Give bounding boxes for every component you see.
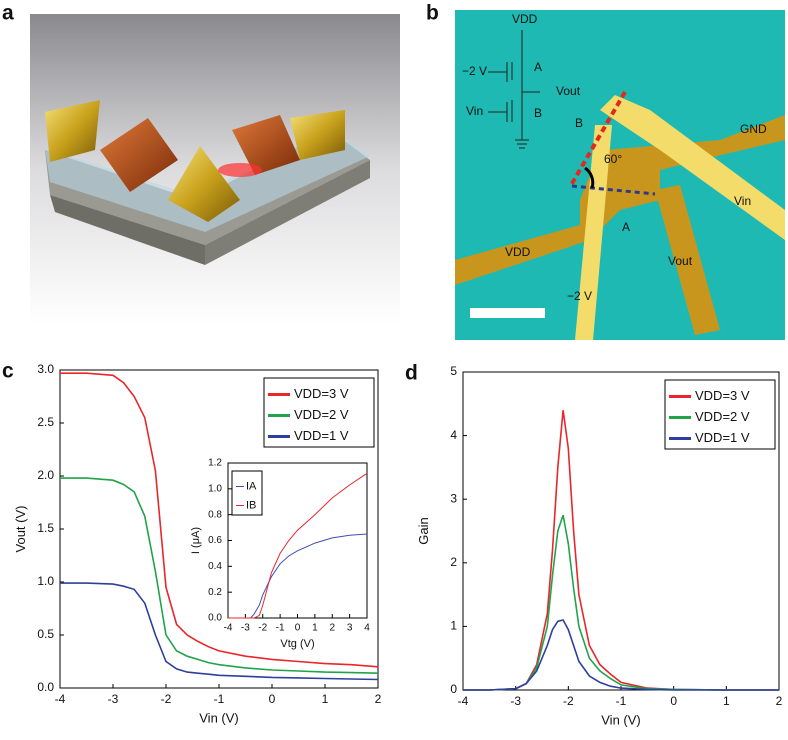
x-tick-label: 4 — [364, 623, 370, 634]
micrograph-label: −2 V — [462, 64, 487, 78]
x-tick-label: -2 — [563, 694, 574, 708]
x-tick-label: -3 — [108, 692, 119, 706]
legend-label: VDD=2 V — [695, 409, 750, 424]
micrograph-label: VDD — [505, 245, 531, 259]
legend-label: VDD=1 V — [294, 428, 349, 443]
plot-frame — [59, 369, 379, 689]
y-tick-label: 0 — [450, 682, 457, 696]
x-tick-label: 1 — [723, 694, 730, 708]
x-tick-label: 2 — [776, 694, 783, 708]
x-tick-label: -2 — [161, 692, 172, 706]
x-tick-label: -4 — [224, 623, 233, 634]
data-line — [228, 472, 368, 619]
y-tick-label: 3 — [450, 491, 457, 505]
micrograph-label: −2 V — [567, 289, 592, 303]
data-line — [463, 514, 779, 691]
y-axis-label: Vout (V) — [13, 506, 28, 553]
y-tick-label: 4 — [450, 428, 457, 442]
y-tick-label: 0.0 — [37, 680, 54, 694]
x-axis-label: Vin (V) — [601, 713, 641, 728]
x-tick-label: 1 — [322, 692, 329, 706]
x-tick-label: -1 — [214, 692, 225, 706]
panel-label: c — [2, 360, 14, 383]
x-tick-label: -3 — [510, 694, 521, 708]
y-tick-label: 0.2 — [208, 587, 222, 598]
micrograph-label: B — [575, 116, 583, 130]
chart: d -4 -3 -2 -1 0 1 2 0 1 2 3 4 5 Vin (V) Gain VDD=3 V VDD=… — [405, 362, 783, 728]
legend-label: VDD=3 V — [695, 388, 750, 403]
micrograph-label: Vin — [734, 194, 751, 208]
x-tick-label: -1 — [616, 694, 627, 708]
chart: -4 -3 -2 -1 0 1 2 3 4 0.0 0.2 0.4 0.6 0.8 1.0 1.2 Vtg (V… — [190, 458, 370, 650]
x-tick-label: 0 — [295, 623, 301, 634]
x-axis-label: Vin (V) — [199, 711, 239, 726]
x-axis-label: Vtg (V) — [280, 638, 314, 650]
legend-label: VDD=1 V — [695, 430, 750, 445]
data-line — [228, 533, 368, 619]
micrograph-label: B — [534, 106, 542, 120]
y-tick-label: 1 — [450, 619, 457, 633]
x-tick-label: -3 — [241, 623, 250, 634]
x-tick-label: 0 — [269, 692, 276, 706]
y-tick-label: 5 — [450, 364, 457, 378]
micrograph-label: Vin — [466, 104, 483, 118]
data-line — [60, 372, 379, 668]
legend-label: IA — [246, 480, 257, 492]
x-tick-label: 3 — [347, 623, 353, 634]
x-tick-label: 2 — [329, 623, 335, 634]
x-tick-label: -4 — [458, 694, 469, 708]
y-tick-label: 2 — [450, 555, 457, 569]
y-tick-label: 1.5 — [37, 521, 54, 535]
legend-label: IB — [246, 499, 256, 511]
x-tick-label: 0 — [670, 694, 677, 708]
micrograph-label: VDD — [512, 12, 538, 26]
x-tick-label: -1 — [276, 623, 285, 634]
y-tick-label: 0.5 — [37, 627, 54, 641]
data-line — [463, 619, 779, 691]
y-axis-label: I (μA) — [190, 527, 202, 554]
x-tick-label: 1 — [312, 623, 318, 634]
plot-frame — [227, 462, 368, 619]
y-tick-label: 0.6 — [208, 535, 222, 546]
x-tick-label: -4 — [55, 692, 66, 706]
y-axis-label: Gain — [416, 517, 431, 544]
legend-label: VDD=2 V — [294, 407, 349, 422]
micrograph-label: Vout — [556, 84, 581, 98]
micrograph-label: A — [534, 60, 542, 74]
y-tick-label: 0.4 — [208, 561, 222, 572]
data-line — [463, 410, 779, 691]
micrograph-label: Vout — [668, 254, 693, 268]
y-tick-label: 3.0 — [37, 362, 54, 376]
x-tick-label: 2 — [375, 692, 382, 706]
legend-label: VDD=3 V — [294, 386, 349, 401]
panel-label: a — [2, 2, 14, 25]
data-line — [60, 582, 379, 681]
y-tick-label: 2.5 — [37, 415, 54, 429]
y-tick-label: 1.0 — [37, 574, 54, 588]
data-line — [60, 477, 379, 674]
y-tick-label: 2.0 — [37, 468, 54, 482]
y-tick-label: 0.8 — [208, 509, 222, 520]
device-render — [30, 14, 400, 324]
legend-box — [231, 470, 263, 516]
micrograph-label: GND — [740, 122, 767, 136]
micrograph-label: 60° — [604, 152, 622, 166]
y-tick-label: 1.2 — [208, 458, 222, 469]
panel-label: b — [426, 2, 439, 25]
micrograph-label: A — [622, 220, 630, 234]
x-tick-label: -2 — [258, 623, 267, 634]
y-tick-label: 1.0 — [208, 483, 222, 494]
micrograph — [455, 10, 785, 340]
y-tick-label: 0.0 — [208, 613, 222, 624]
plot-frame — [462, 371, 780, 691]
panel-label: d — [405, 362, 418, 385]
